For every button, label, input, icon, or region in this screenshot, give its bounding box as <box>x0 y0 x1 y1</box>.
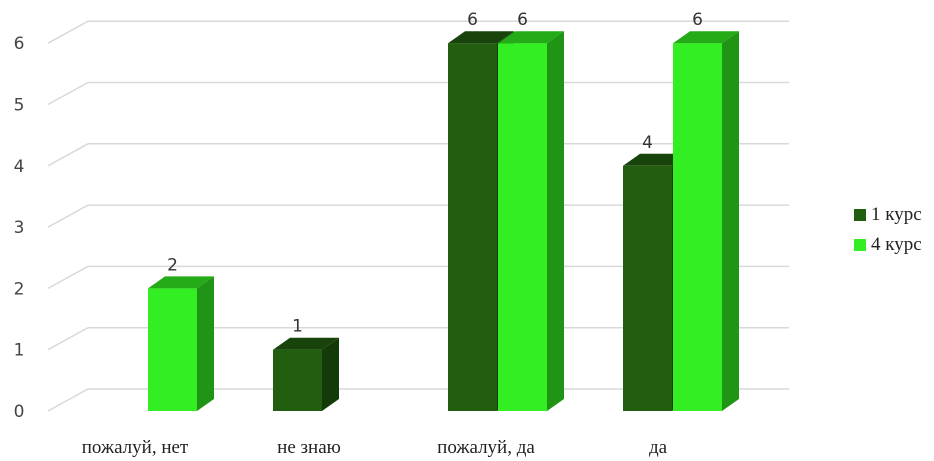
gridlines <box>47 20 789 412</box>
bar-top <box>148 276 214 289</box>
bar-top <box>673 31 739 44</box>
y-tick-label: 5 <box>14 96 25 116</box>
data-label: 6 <box>692 10 703 30</box>
bar-side <box>197 276 214 411</box>
y-tick-label: 3 <box>14 218 25 238</box>
bar-2-3 <box>498 31 564 411</box>
bar-top <box>498 31 564 44</box>
bar-front <box>148 288 197 411</box>
bar-2-1 <box>148 276 214 411</box>
data-label: 4 <box>642 133 653 153</box>
x-category-label: да <box>649 437 668 458</box>
legend-swatch-series-2 <box>854 239 866 251</box>
y-tick-label: 1 <box>14 341 25 361</box>
data-labels: 2 1 6 6 4 6 <box>167 10 703 337</box>
bar-top <box>273 337 339 350</box>
bar-front <box>448 43 497 411</box>
y-tick-label: 0 <box>14 402 25 422</box>
bar-front <box>673 43 722 411</box>
legend-label-series-2: 4 курс <box>871 234 922 255</box>
y-tick-label: 4 <box>14 157 25 177</box>
legend-item-series-1: 1 курс <box>854 200 922 230</box>
legend-label-series-1: 1 курс <box>871 204 922 225</box>
y-tick-label: 6 <box>14 34 25 54</box>
y-tick-label: 2 <box>14 279 25 299</box>
x-category-label: не знаю <box>277 437 341 458</box>
bar-front <box>623 165 672 411</box>
bar-side <box>547 31 564 411</box>
data-label: 6 <box>467 10 478 30</box>
bar-2-4 <box>673 31 739 411</box>
bar-top <box>448 31 514 44</box>
bar-1-2 <box>273 337 339 411</box>
bar-side <box>722 31 739 411</box>
bars <box>148 31 739 412</box>
data-label: 1 <box>292 317 303 337</box>
bar-top <box>623 153 689 166</box>
x-category-label: пожалуй, нет <box>82 437 189 458</box>
data-label: 6 <box>517 10 528 30</box>
legend-item-series-2: 4 курс <box>854 230 922 260</box>
gridline <box>47 20 789 44</box>
x-category-label: пожалуй, да <box>437 437 535 458</box>
legend: 1 курс 4 курс <box>854 200 922 260</box>
x-axis-categories: пожалуй, нет не знаю пожалуй, да да <box>82 437 668 458</box>
legend-swatch-series-1 <box>854 209 866 221</box>
bar-side <box>322 337 339 411</box>
y-axis-ticks: 0 1 2 3 4 5 6 <box>14 34 25 422</box>
bar-front <box>273 349 322 411</box>
data-label: 2 <box>167 255 178 275</box>
bar-front <box>498 43 547 411</box>
